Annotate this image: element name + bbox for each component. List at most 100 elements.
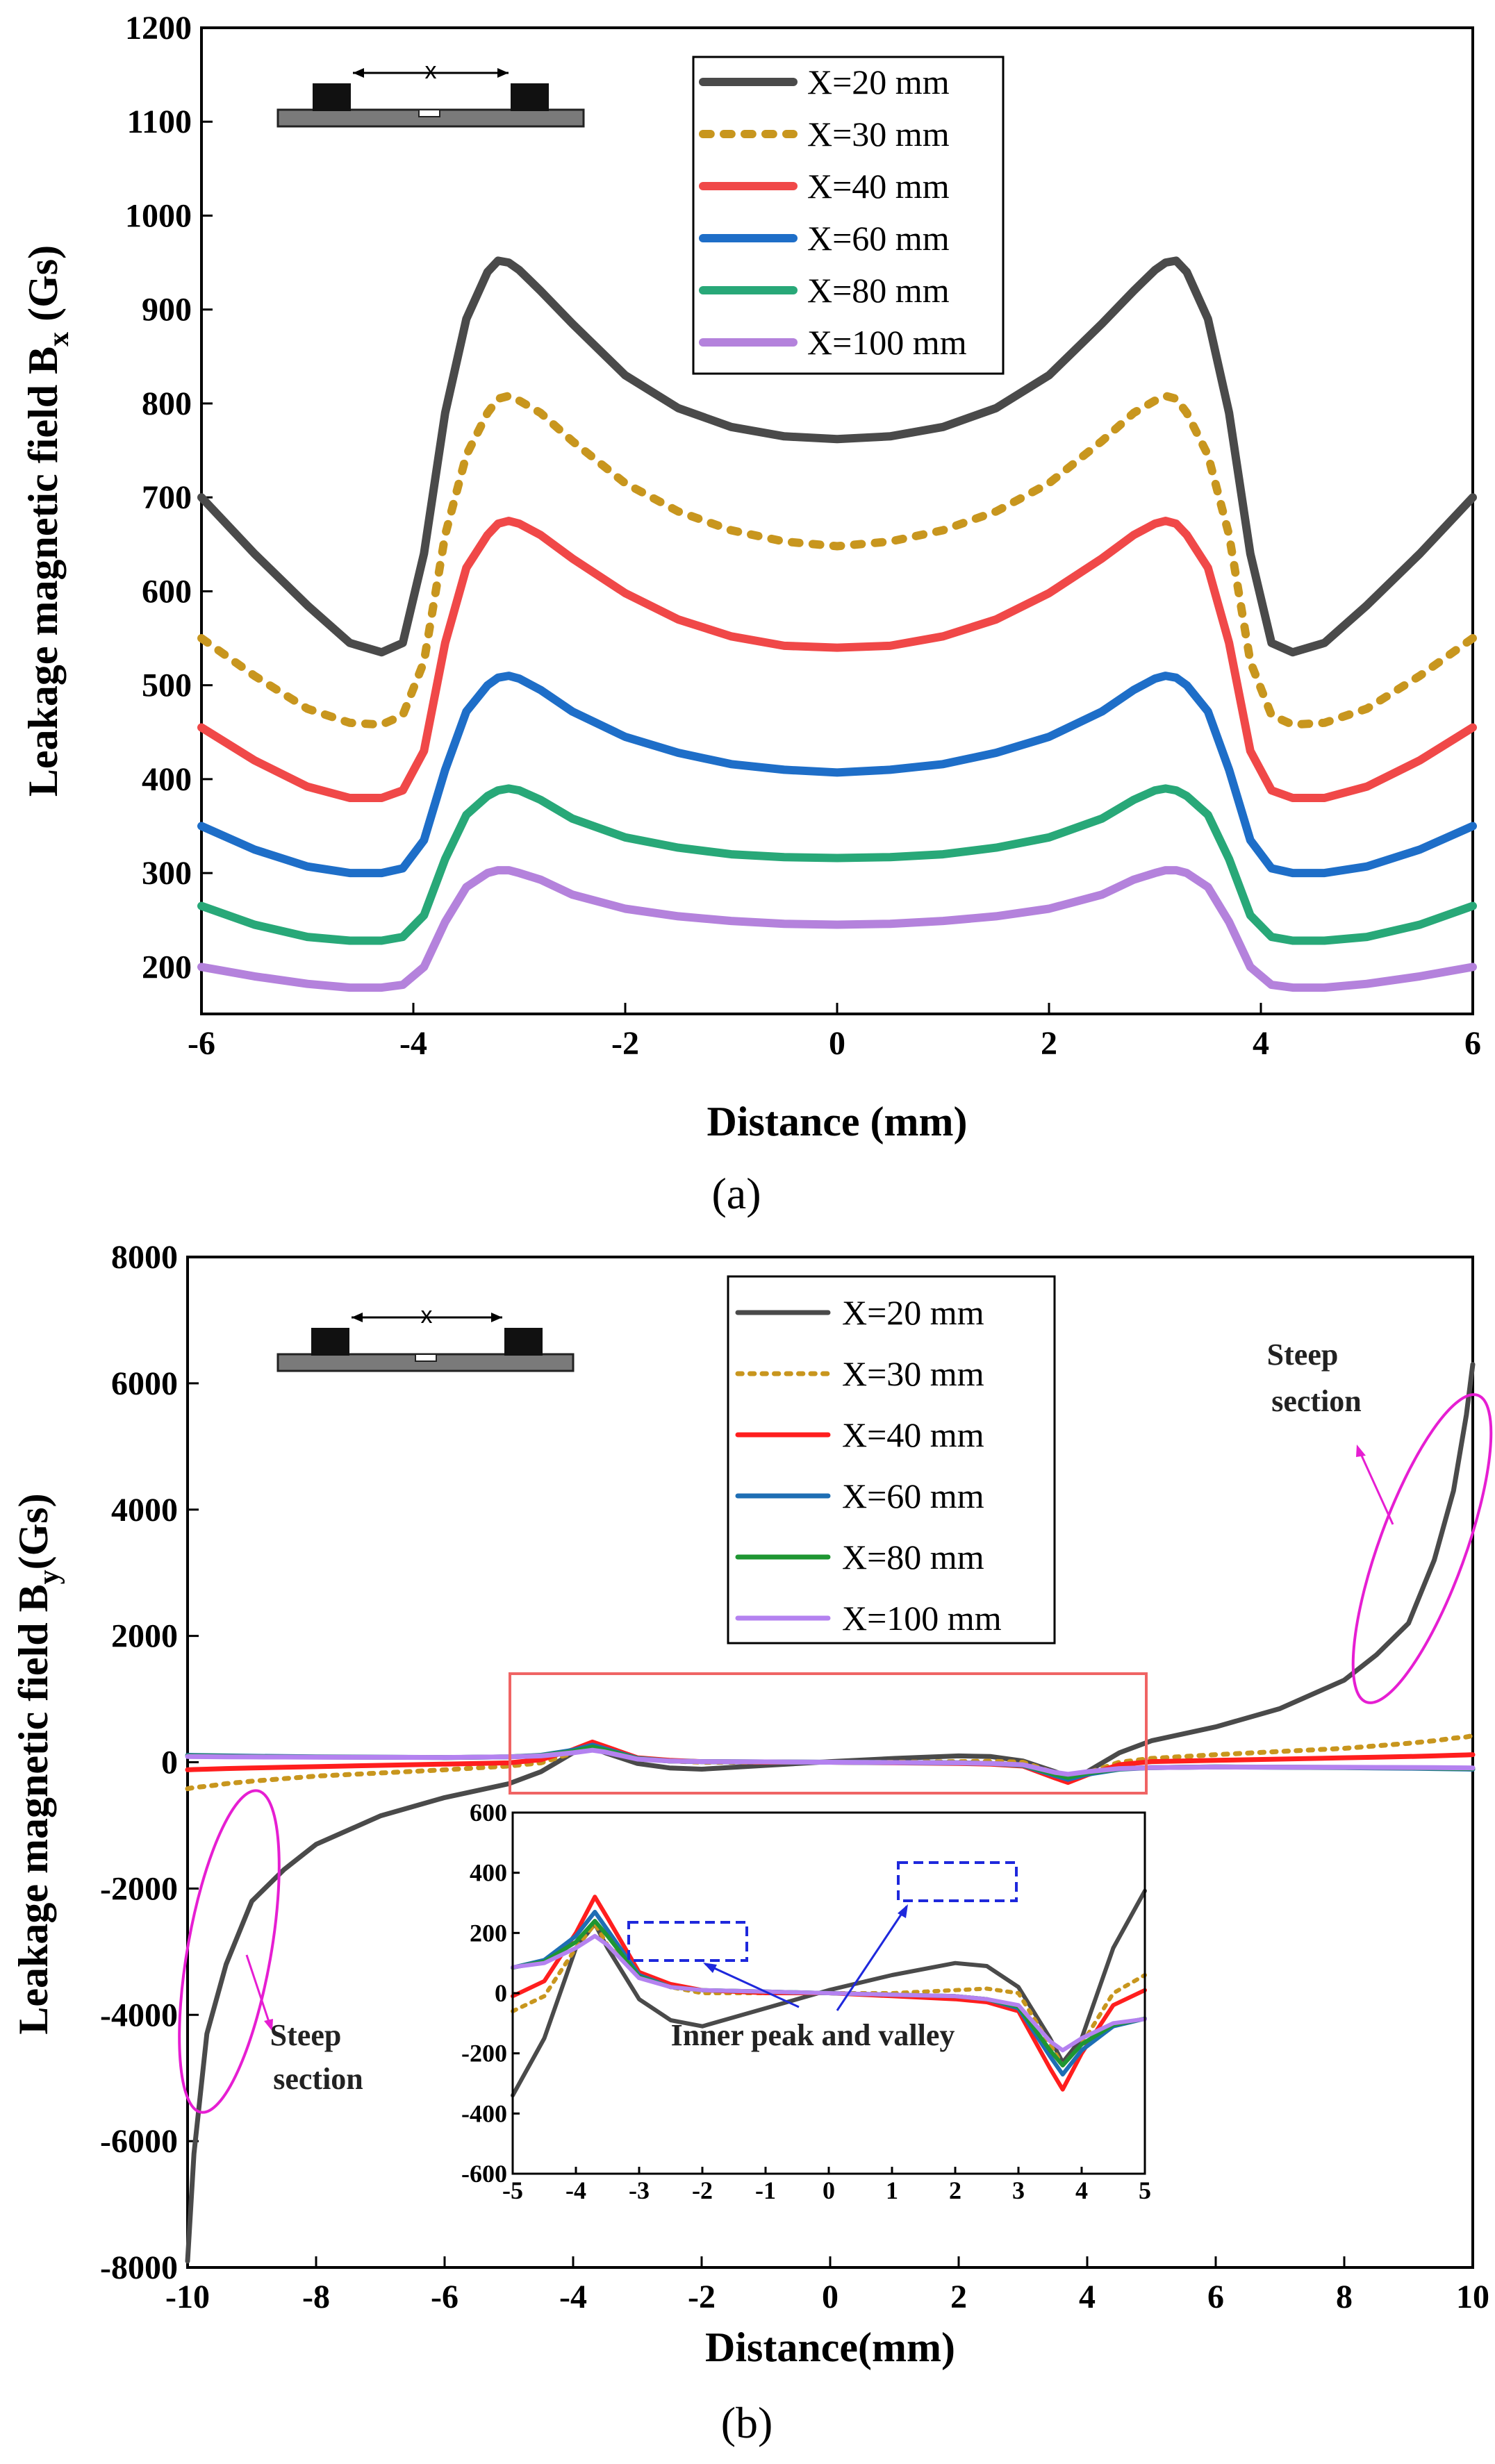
chart-a-ylabel-unit: (Gs) (20, 245, 66, 332)
x-tick-label: -3 (629, 2176, 650, 2204)
x-tick-label: 5 (1139, 2176, 1151, 2204)
steep-right-label-1: Steep (1267, 1338, 1339, 1372)
legend-b-box (727, 1275, 1056, 1645)
x-tick-label: -10 (165, 2279, 210, 2315)
series-line-x-40-mm (197, 517, 1477, 802)
schematic-label: x (421, 1302, 433, 1329)
steep-left-arrowhead (264, 2019, 273, 2031)
legend-a: X=20 mm X=30 mm X=40 mm X=60 mm X=80 mm X=100… (692, 56, 1005, 375)
inset-series (511, 1888, 1147, 2098)
chart-a-ylabel: Leakage magnetic field Bx (Gs) (20, 245, 75, 797)
legend-b: X=20 mm X=30 mm X=40 mm X=60 mm X=80 mm X=100… (727, 1275, 1056, 1645)
chart-b-ylabel-sub: y (33, 1570, 65, 1584)
chart-b-ylabel-unit: (Gs) (10, 1493, 56, 1570)
y-tick-label: 900 (142, 292, 192, 328)
schematic-defect (418, 109, 440, 117)
steep-left-arrow (245, 1954, 272, 2029)
chart-b-ylabel: Leakage magnetic field By(Gs) (10, 1493, 65, 2034)
steep-right-label-2: section (1271, 1384, 1362, 1418)
x-tick-label: -4 (565, 2176, 586, 2204)
legend-label: X=40 mm (842, 1415, 984, 1454)
chart-a-ylabel-sub: x (43, 332, 75, 347)
legend-label: X=60 mm (842, 1476, 984, 1515)
caption-b: (b) (721, 2398, 773, 2447)
y-tick-label: 600 (142, 573, 192, 610)
x-tick-label: 4 (1075, 2176, 1088, 2204)
chart-b-xlabel: Distance(mm) (705, 2324, 955, 2370)
schematic-magnet-right (504, 1328, 543, 1356)
schematic-magnet-right (511, 83, 549, 111)
x-tick-label: 2 (949, 2176, 961, 2204)
schematic-b: x (276, 1302, 575, 1372)
legend-label: X=30 mm (807, 115, 950, 153)
inner-box-left (627, 1921, 748, 1962)
inner-box-right (897, 1861, 1018, 1902)
y-tick-label: 200 (470, 1919, 507, 1947)
schematic-defect (415, 1354, 437, 1362)
x-tick-label: -4 (399, 1025, 427, 1062)
y-tick-label: -2000 (100, 1870, 178, 1907)
chart-a-ticks: -6 -4 -2 0 2 4 6 200 300 400 500 600 700 800 900 1000 11… (125, 10, 1481, 1062)
x-tick-label: -2 (692, 2176, 713, 2204)
inset-ticks: -5 -4 -3 -2 -1 0 1 2 3 4 5 -600 -400 -200 0 200 400 600 (461, 1799, 1151, 2204)
y-tick-label: 0 (495, 1979, 507, 2007)
series-line-x-80-mm (197, 784, 1477, 945)
steep-left-label-2: section (273, 2062, 363, 2096)
inner-arrow-right (836, 1906, 908, 2011)
x-tick-label: 4 (1253, 1025, 1269, 1062)
x-tick-label: 6 (1464, 1025, 1481, 1062)
legend-label: X=60 mm (807, 219, 950, 258)
series-line-x-100-mm (197, 866, 1477, 992)
chart-b-ticks: -10 -8 -6 -4 -2 0 2 4 6 8 10-8000-6000-4000-200002… (100, 1239, 1489, 2315)
inner-peak-label: Inner peak and valley (671, 2018, 955, 2052)
x-tick-label: 0 (822, 2279, 839, 2315)
x-tick-label: -4 (559, 2279, 587, 2315)
steep-right-arrow (1357, 1447, 1394, 1525)
x-tick-label: -1 (755, 2176, 776, 2204)
schematic-label: x (425, 58, 437, 84)
chart-b: -10 -8 -6 -4 -2 0 2 4 6 8 10-8000-6000-4000-200002… (10, 1239, 1493, 2447)
steep-right-arrowhead (1356, 1445, 1366, 1457)
series-line-x-60-mm (197, 672, 1477, 878)
y-tick-label: 6000 (111, 1365, 178, 1402)
x-tick-label: 10 (1456, 2279, 1489, 2315)
y-tick-label: 400 (470, 1859, 507, 1887)
steep-right: Steep section (1267, 1338, 1493, 1704)
y-tick-label: -200 (461, 2040, 507, 2067)
y-tick-label: 8000 (111, 1239, 178, 1276)
steep-left-label-1: Steep (270, 2018, 342, 2052)
schematic-arrow-right (497, 68, 509, 78)
x-tick-label: 1 (886, 2176, 898, 2204)
x-tick-label: 6 (1207, 2279, 1224, 2315)
legend-label: X=40 mm (807, 167, 950, 206)
series-line-x-100-mm (511, 1933, 1147, 2053)
legend-label: X=20 mm (842, 1293, 984, 1332)
chart-b-series (185, 1362, 1476, 2264)
x-tick-label: 4 (1079, 2279, 1096, 2315)
x-tick-label: -6 (431, 2279, 459, 2315)
y-tick-label: 500 (142, 667, 192, 704)
chart-a: -6 -4 -2 0 2 4 6 200 300 400 500 600 700 800 900 1000 11… (20, 10, 1481, 1218)
inner-arrowhead-left (703, 1963, 717, 1973)
chart-a-xlabel: Distance (mm) (707, 1099, 968, 1144)
y-tick-label: 1000 (125, 197, 192, 234)
inner-arrow-left (704, 1963, 800, 2008)
zoom-box (509, 1672, 1148, 1795)
y-tick-label: 0 (161, 1745, 178, 1781)
inset-chart: -5 -4 -3 -2 -1 0 1 2 3 4 5 -600 -400 -200 0 200 400 600 I… (461, 1799, 1151, 2204)
x-tick-label: -5 (502, 2176, 523, 2204)
legend-label: X=30 mm (842, 1354, 984, 1393)
series-line-x-30-mm (197, 392, 1477, 729)
steep-left: Steep section (178, 1789, 363, 2114)
chart-b-ylabel-main: Leakage magnetic field B (10, 1584, 56, 2034)
x-tick-label: 0 (829, 1025, 845, 1062)
y-tick-label: -6000 (100, 2123, 178, 2160)
legend-label: X=20 mm (807, 63, 950, 101)
schematic-a: x (276, 58, 585, 128)
y-tick-label: 700 (142, 479, 192, 516)
y-tick-label: 4000 (111, 1492, 178, 1529)
x-tick-label: 2 (950, 2279, 967, 2315)
chart-a-ylabel-main: Leakage magnetic field B (20, 347, 66, 797)
y-tick-label: 400 (142, 761, 192, 798)
x-tick-label: -8 (302, 2279, 330, 2315)
